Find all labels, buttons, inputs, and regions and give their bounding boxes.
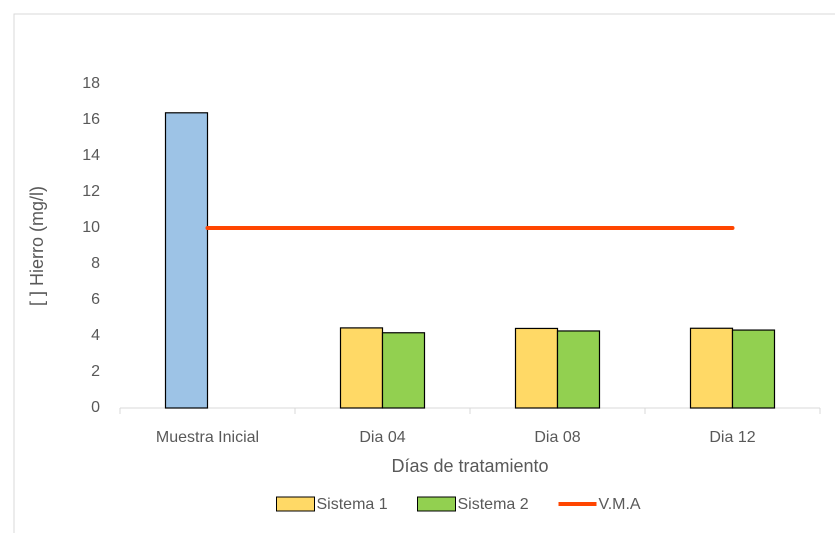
bar — [556, 330, 601, 409]
y-tick-label: 8 — [91, 255, 100, 272]
x-tick-label: Muestra Inicial — [156, 429, 259, 446]
bar — [514, 327, 559, 409]
legend-label: V.M.A — [599, 496, 641, 513]
y-axis-title: [ ] Hierro (mg/l) — [27, 186, 47, 306]
y-tick-label: 6 — [91, 291, 100, 308]
bar — [164, 112, 209, 409]
legend-swatch — [276, 496, 315, 512]
x-axis-title: Días de tratamiento — [391, 456, 548, 476]
bar — [731, 329, 776, 409]
bar — [339, 327, 384, 409]
legend-swatch — [417, 496, 456, 512]
bar — [689, 327, 734, 409]
chart-border — [13, 13, 835, 533]
y-tick-label: 0 — [91, 399, 100, 416]
y-tick-label: 14 — [82, 147, 100, 164]
y-tick-label: 16 — [82, 111, 100, 128]
x-tick-label: Dia 08 — [534, 429, 580, 446]
y-tick-label: 4 — [91, 327, 100, 344]
x-tick-label: Dia 12 — [709, 429, 755, 446]
y-tick-label: 2 — [91, 363, 100, 380]
legend-label: Sistema 2 — [458, 496, 529, 513]
y-tick-label: 12 — [82, 183, 100, 200]
bar — [381, 332, 426, 409]
y-tick-label: 10 — [82, 219, 100, 236]
y-tick-label: 18 — [82, 75, 100, 92]
x-tick-label: Dia 04 — [359, 429, 405, 446]
legend-label: Sistema 1 — [317, 496, 388, 513]
